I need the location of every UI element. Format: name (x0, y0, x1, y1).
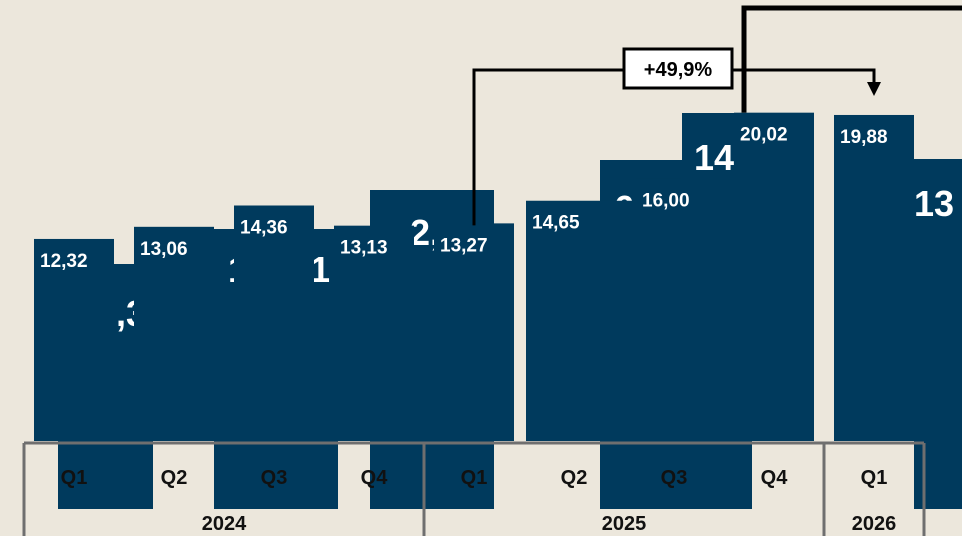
quarter-tick-label: Q4 (761, 467, 789, 489)
quarter-tick-label: Q3 (261, 467, 288, 489)
quarter-tick-label: Q1 (61, 467, 88, 489)
quarter-tick-label: Q4 (361, 467, 389, 489)
bar-value-label: 12,32 (40, 251, 88, 272)
bar (34, 238, 114, 441)
bar-value-label: 14,65 (532, 213, 580, 234)
bars: 12,32 13,06 14,36 13,13 13,27 14,65 16,00 20,02… (34, 112, 914, 441)
quarter-tick-label: Q2 (161, 467, 188, 489)
bar-value-label: 13,27 (440, 235, 488, 256)
ghost-text: 14 (694, 137, 734, 178)
year-label: 2024 (202, 513, 247, 535)
growth-label-box (622, 47, 734, 90)
growth-label: +49,9% (644, 59, 713, 81)
bar-value-label: 13,13 (340, 238, 388, 259)
bar-value-label: 20,02 (740, 125, 788, 146)
bar (234, 205, 314, 441)
bar-value-label: 19,88 (840, 127, 888, 148)
bar-value-label: 16,00 (642, 191, 690, 212)
bar-value-label: 14,36 (240, 217, 288, 238)
ghost-bar (914, 159, 962, 509)
quarter-tick-label: Q1 (461, 467, 488, 489)
quarter-tick-label: Q2 (561, 467, 588, 489)
bar (834, 114, 914, 441)
bar-value-label: 13,06 (140, 239, 188, 260)
year-label: 2025 (602, 513, 647, 535)
top-connector (741, 5, 962, 113)
bar (526, 200, 651, 441)
ghost-text: 1 (310, 249, 330, 290)
quarter-tick-label: Q3 (661, 467, 688, 489)
bar (134, 226, 214, 441)
bar (434, 223, 514, 441)
year-label: 2026 (852, 513, 897, 535)
quarter-tick-label: Q1 (861, 467, 888, 489)
bar (334, 225, 414, 441)
category-axis: Q1 Q2 Q3 Q4 Q1 Q2 Q3 Q4 Q1 2024 2025 2026 (22, 441, 926, 536)
growth-annotation: +49,9% (472, 5, 962, 226)
arrowhead (867, 82, 881, 96)
ghost-text: 13 (914, 183, 954, 224)
bar (636, 178, 681, 441)
bar (734, 112, 814, 441)
